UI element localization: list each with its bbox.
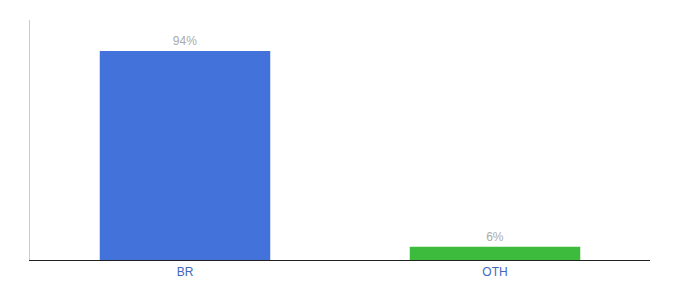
svg-text:94%: 94% (173, 34, 197, 48)
svg-text:BR: BR (177, 265, 194, 279)
svg-text:6%: 6% (486, 230, 504, 244)
svg-text:OTH: OTH (482, 265, 507, 279)
